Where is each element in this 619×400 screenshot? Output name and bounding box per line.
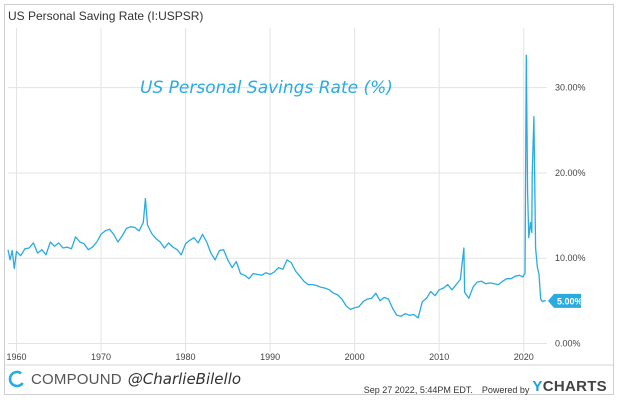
y-tick-label: 10.00% [555,253,586,263]
x-tick-label: 2020 [514,352,534,362]
x-tick-label: 2000 [345,352,365,362]
source-footer: Sep 27 2022, 5:44PM EDT. Powered by YCHA… [363,378,607,398]
compound-logo: COMPOUND @CharlieBilello [8,370,241,388]
x-tick-label: 1960 [6,352,26,362]
brand-name: COMPOUND [31,370,122,388]
page-title: US Personal Saving Rate (I:USPSR) [8,9,204,23]
y-tick-label: 0.00% [555,338,581,348]
series-line [7,54,546,319]
x-tick-label: 1990 [260,352,280,362]
y-tick-label: 20.00% [555,168,586,178]
compound-icon [8,370,26,388]
timestamp: Sep 27 2022, 5:44PM EDT. [363,384,473,395]
powered-by-label: Powered by [481,384,530,395]
chart-inner-title: US Personal Savings Rate (%) [140,78,393,98]
y-tick-label: 30.00% [555,83,586,93]
ycharts-logo[interactable]: YCHARTS [532,378,607,395]
last-value-badge [548,293,581,308]
last-value-label: 5.00% [557,296,583,306]
chart-frame [4,4,614,395]
x-tick-label: 2010 [429,352,449,362]
x-tick-label: 1970 [91,352,111,362]
twitter-handle: @CharlieBilello [127,370,242,388]
x-tick-label: 1980 [176,352,196,362]
